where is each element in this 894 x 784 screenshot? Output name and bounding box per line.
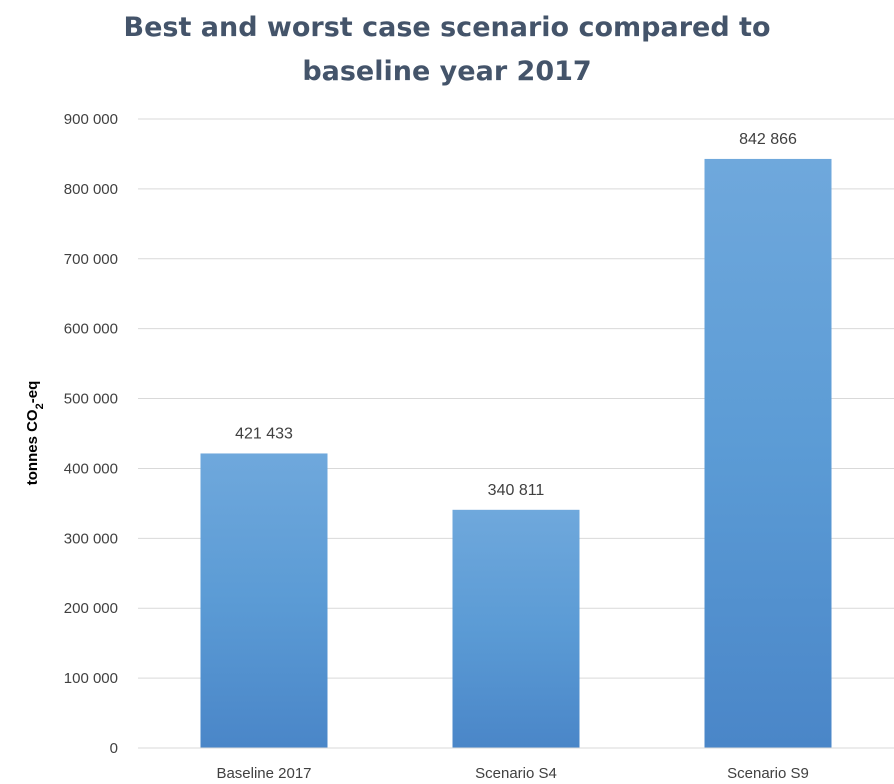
- y-tick-label: 700 000: [64, 251, 118, 268]
- bar-value-label: 421 433: [235, 425, 293, 442]
- y-tick-label: 400 000: [64, 460, 118, 477]
- bar-value-label: 340 811: [488, 482, 545, 499]
- x-tick-label: Baseline 2017: [216, 765, 311, 782]
- y-axis-title: tonnes CO2-eq: [24, 381, 46, 485]
- x-tick-label: Scenario S9: [727, 765, 809, 782]
- y-tick-label: 200 000: [64, 600, 118, 617]
- y-axis-ticks: 0 100 000 200 000 300 000 400 000 500 000 600 …: [64, 111, 118, 757]
- bar: [200, 453, 328, 748]
- bar-value-label: 842 866: [739, 131, 797, 148]
- y-tick-label: 0: [110, 740, 118, 757]
- bar: [452, 509, 580, 748]
- y-tick-label: 900 000: [64, 111, 118, 128]
- y-axis-title-suffix: -eq: [24, 381, 41, 404]
- y-tick-label: 500 000: [64, 391, 118, 408]
- chart-title: Best and worst case scenario compared to…: [0, 6, 894, 94]
- y-tick-label: 100 000: [64, 670, 118, 687]
- bar: [704, 158, 832, 749]
- x-axis-ticks: Baseline 2017 Scenario S4 Scenario S9: [216, 765, 808, 782]
- y-tick-label: 300 000: [64, 530, 118, 547]
- y-tick-label: 600 000: [64, 321, 118, 338]
- bars: [200, 158, 832, 749]
- chart-title-line-1: Best and worst case scenario compared to: [123, 12, 771, 43]
- data-labels: 421 433 340 811 842 866: [235, 131, 797, 499]
- chart-title-line-2: baseline year 2017: [302, 56, 592, 87]
- y-axis-title-prefix: tonnes CO: [24, 409, 41, 485]
- y-tick-label: 800 000: [64, 181, 118, 198]
- y-axis-title-subscript: 2: [34, 403, 46, 409]
- x-tick-label: Scenario S4: [475, 765, 557, 782]
